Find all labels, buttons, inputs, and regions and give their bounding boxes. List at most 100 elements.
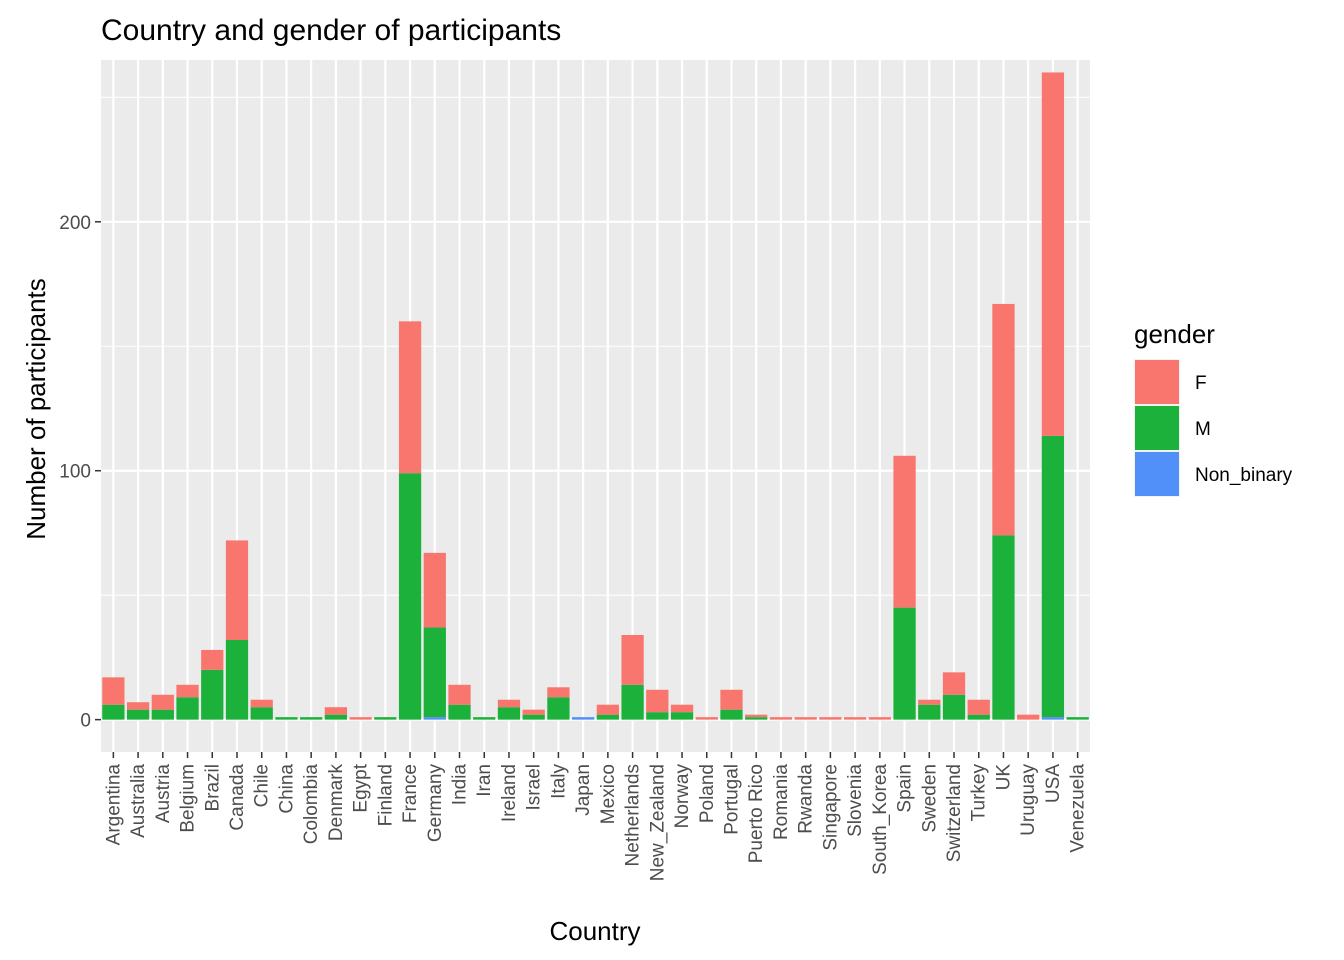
minor-gridlines [101,96,1090,596]
y-axis: 0 100 200 [59,213,101,732]
bar-segment-f [250,699,273,708]
bar-segment-f [324,707,348,715]
bar-segment-f [1017,714,1040,720]
bar-segment-m [102,704,125,720]
bar-segment-m [423,627,446,718]
x-tick-label: Israel [524,764,545,810]
bar-segment-m [250,707,273,720]
bar-segment-m [918,704,941,720]
bar-segment-f [201,649,224,670]
x-tick-label: USA [1043,764,1064,803]
bar-segment-m [670,712,694,720]
x-tick-label: UK [993,764,1014,791]
x-tick-label: Singapore [820,764,841,851]
x-tick-label: New_Zealand [647,764,668,881]
legend-swatch [1135,406,1179,450]
bar-segment-f [448,684,471,705]
bar-segment-f [967,699,990,715]
x-tick-label: Colombia [301,764,322,845]
bar-segment-m [596,714,619,720]
x-tick-label: France [400,764,421,823]
y-tick-label: 0 [80,711,91,732]
x-tick-label: Turkey [969,764,990,822]
x-tick-label: Ireland [499,764,520,822]
bar-segment-f [918,699,941,705]
bar-segment-f [992,303,1015,536]
x-tick-label: Denmark [326,764,347,842]
bar-segment-m [1066,717,1089,720]
bar-segment-f [102,677,125,705]
bar-segment-f [547,687,570,698]
bar-segment-m [275,717,298,720]
y-tick-label: 200 [59,213,91,234]
bar-segment-m [497,707,521,720]
x-tick-label: South_Korea [870,764,891,875]
x-tick-label: Norway [672,764,693,829]
bar-segment-f [745,714,768,718]
bar-segment-f [398,321,422,474]
bars [102,72,1089,720]
x-tick-label: Finland [375,764,396,826]
chart-title: Country and gender of participants [101,14,561,47]
x-tick-label: Puerto Rico [746,764,767,863]
x-tick-label: Rwanda [796,764,817,834]
bar-segment-m [300,717,323,720]
bar-segment-f [942,672,966,695]
x-tick-label: Poland [697,764,718,823]
bar-segment-f [349,717,372,720]
y-axis-title: Number of participants [21,278,51,540]
plot-panel [101,60,1090,752]
bar-segment-m [1041,435,1065,718]
x-tick-label: Chile [252,764,273,807]
x-tick-label: India [450,764,471,806]
x-tick-label: Brazil [202,764,223,812]
bar-segment-m [448,704,471,720]
legend-swatch [1135,452,1179,496]
bar-segment-m [547,697,570,720]
bar-segment-m [126,709,150,720]
x-axis: Argentina Australia Austria Belgium Brazil Ca… [103,752,1089,881]
bar-segment-m [225,639,249,720]
x-tick-label: Italy [548,764,569,799]
bar-segment-f [596,704,619,715]
bar-segment-f [843,717,867,720]
legend-title: gender [1134,319,1215,349]
bar-segment-m [893,607,916,720]
x-tick-label: Japan [573,764,594,816]
bar-segment-f [819,717,842,720]
x-tick-label: Argentina [103,764,124,846]
x-tick-label: Romania [771,764,792,840]
bar-segment-f [497,699,521,708]
x-tick-label: Netherlands [623,764,644,866]
legend-label: Non_binary [1195,465,1293,486]
legend: gender F M Non_binary [1134,319,1293,497]
bar-segment-f [176,684,199,698]
x-tick-label: Mexico [598,764,619,824]
bar-segment-m [646,712,669,720]
bar-segment-f [522,709,545,715]
bar-segment-f [151,694,174,710]
bar-segment-m [398,473,422,720]
bar-segment-f [1041,72,1065,436]
bar-segment-m [720,709,743,720]
x-tick-label: Canada [227,764,248,831]
bar-segment-f [126,702,150,710]
bar-segment-m [621,684,644,720]
bar-segment-non-binary [423,717,446,720]
x-tick-label: Switzerland [944,764,965,862]
bar-segment-m [522,714,545,720]
x-tick-label: Slovenia [845,764,866,837]
x-tick-label: Belgium [178,764,199,833]
legend-label: M [1195,419,1211,440]
bar-segment-f [769,717,793,720]
bar-segment-m [992,535,1015,720]
bar-segment-f [646,689,669,713]
bar-segment-f [670,704,694,713]
x-axis-title: Country [549,916,640,946]
x-tick-label: Iran [474,764,495,797]
x-tick-label: Sweden [919,764,940,833]
bar-segment-m [967,714,990,720]
y-tick-label: 100 [59,462,91,483]
legend-label: F [1195,373,1207,394]
x-tick-label: Spain [895,764,916,813]
